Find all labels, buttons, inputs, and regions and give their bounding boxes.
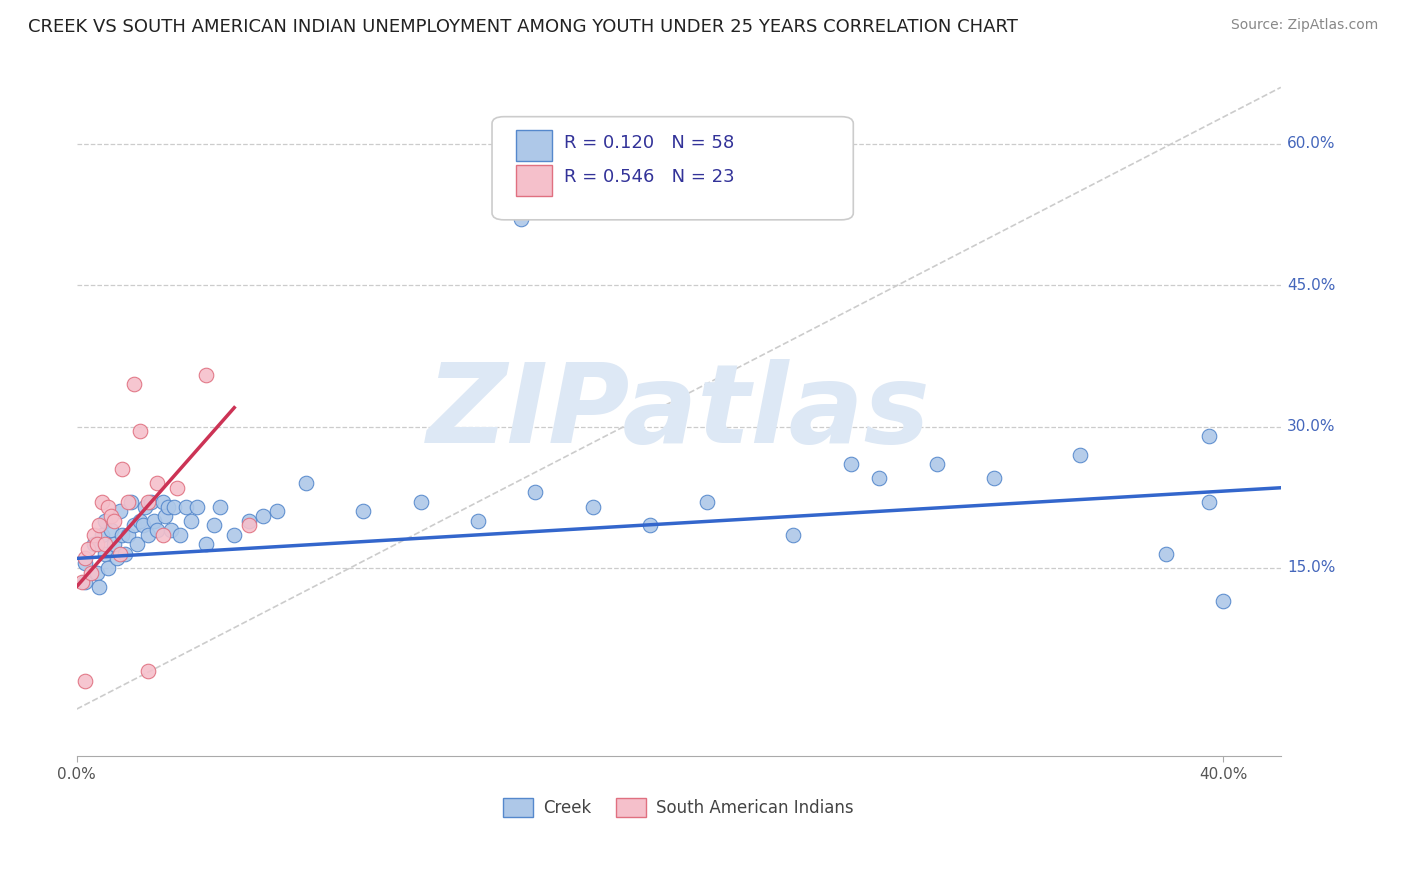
Point [72,574,94,589]
Point [122,518,145,533]
FancyBboxPatch shape [516,130,553,161]
Point [91,495,114,509]
Point [155,509,177,524]
Point [86,566,108,580]
Text: R = 0.546   N = 23: R = 0.546 N = 23 [564,169,735,186]
Point [108,504,131,518]
FancyBboxPatch shape [516,165,553,195]
Point [77,541,100,556]
Point [136,528,159,542]
Point [194,368,217,382]
Point [75,574,97,589]
Point [75,556,97,570]
Point [782,528,804,542]
Point [89,580,111,594]
Point [80,566,103,580]
Point [157,500,180,514]
Point [111,528,134,542]
Point [86,537,108,551]
Point [467,514,489,528]
Point [128,424,150,438]
Point [94,514,117,528]
Point [160,523,183,537]
Point [510,212,533,227]
Point [94,537,117,551]
Point [868,471,890,485]
Point [352,504,374,518]
Point [136,665,159,679]
Point [134,500,156,514]
Point [131,518,153,533]
Point [128,514,150,528]
Point [266,504,288,518]
Point [152,495,174,509]
Point [925,457,948,471]
Point [103,514,125,528]
Point [83,528,105,542]
Point [295,476,318,491]
Point [186,500,208,514]
Point [143,514,166,528]
Text: Source: ZipAtlas.com: Source: ZipAtlas.com [1230,18,1378,32]
Point [83,537,105,551]
Point [111,462,134,476]
Point [120,495,142,509]
Text: R = 0.120   N = 58: R = 0.120 N = 58 [564,134,734,152]
Point [194,537,217,551]
Point [582,500,605,514]
Text: 45.0%: 45.0% [1286,277,1336,293]
Text: 30.0%: 30.0% [1286,419,1336,434]
Point [94,547,117,561]
Point [108,547,131,561]
Point [169,528,191,542]
Point [174,500,197,514]
Point [638,518,661,533]
Point [1069,448,1091,462]
Point [238,514,260,528]
Point [524,485,547,500]
Point [166,481,188,495]
Point [105,551,128,566]
Legend: Creek, South American Indians: Creek, South American Indians [496,791,860,823]
Point [89,518,111,533]
Text: 15.0%: 15.0% [1286,560,1336,575]
Point [122,377,145,392]
Point [180,514,202,528]
Point [139,495,162,509]
Point [91,528,114,542]
Text: ZIPatlas: ZIPatlas [427,359,931,466]
Point [696,495,718,509]
Point [1212,594,1234,608]
Point [75,673,97,688]
Point [224,528,246,542]
Point [1198,495,1220,509]
Point [146,476,169,491]
Point [75,551,97,566]
Point [983,471,1005,485]
Point [1198,429,1220,443]
Point [97,561,120,575]
Point [409,495,432,509]
Point [252,509,274,524]
Point [208,500,231,514]
Point [117,495,139,509]
Point [125,537,148,551]
Point [202,518,225,533]
Point [152,528,174,542]
Point [117,528,139,542]
Text: CREEK VS SOUTH AMERICAN INDIAN UNEMPLOYMENT AMONG YOUTH UNDER 25 YEARS CORRELATI: CREEK VS SOUTH AMERICAN INDIAN UNEMPLOYM… [28,18,1018,36]
Point [97,500,120,514]
Point [163,500,186,514]
FancyBboxPatch shape [492,117,853,219]
Point [238,518,260,533]
Point [839,457,862,471]
Point [114,547,136,561]
Point [100,523,122,537]
Point [103,537,125,551]
Point [1154,547,1177,561]
Point [146,523,169,537]
Text: 60.0%: 60.0% [1286,136,1336,152]
Point [136,495,159,509]
Point [100,509,122,524]
